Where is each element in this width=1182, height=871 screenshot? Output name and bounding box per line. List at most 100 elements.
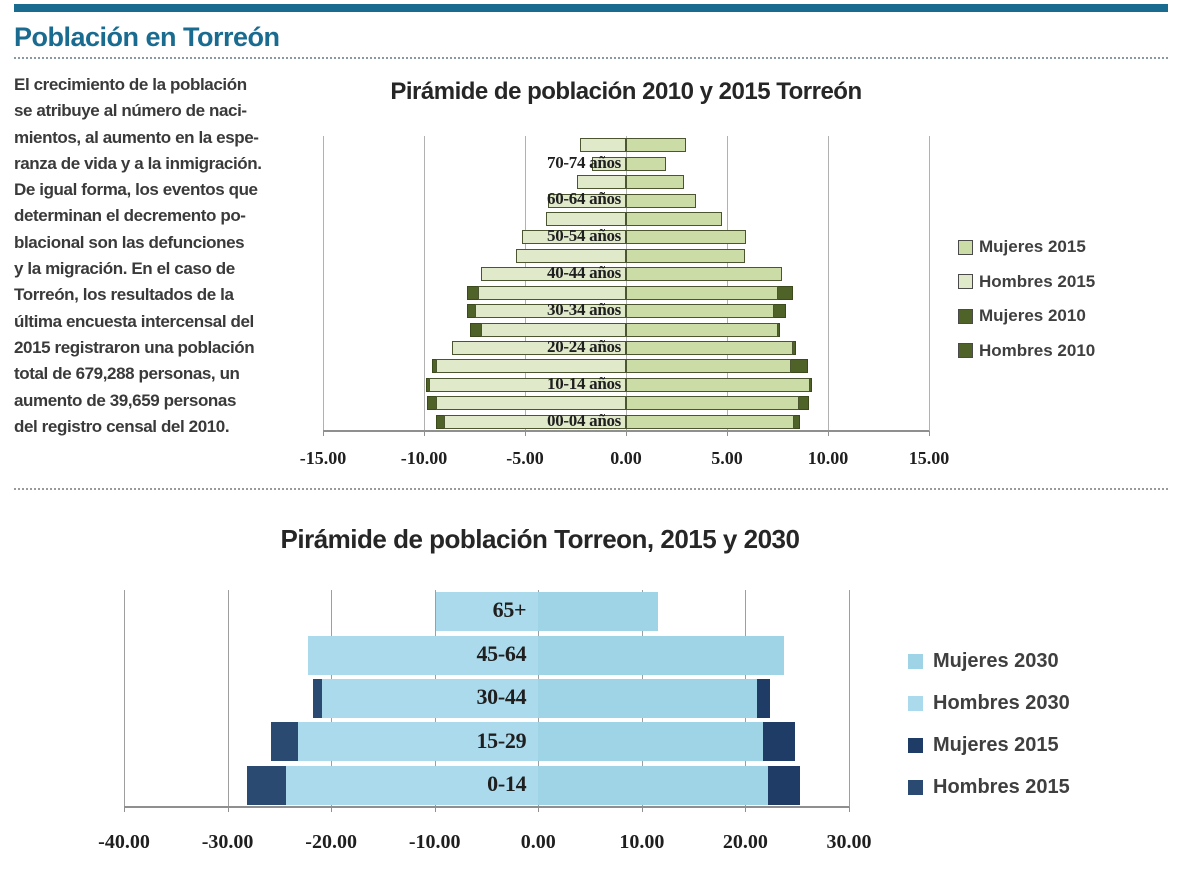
bar-hombres-2015 [576, 175, 626, 190]
legend-label: Mujeres 2030 [933, 650, 1059, 672]
bar-mujeres-2015 [626, 175, 684, 190]
bar-mujeres-2015 [626, 377, 810, 392]
legend-item: Mujeres 2010 [958, 306, 1086, 326]
age-group-label: 70-74 años [547, 152, 621, 172]
x-tick-label: -15.00 [299, 448, 347, 468]
legend-item: Hombres 2030 [908, 692, 1070, 715]
bar-hombres-2030 [308, 635, 539, 675]
x-tick-label: -40.00 [98, 831, 150, 853]
gridline [424, 136, 425, 431]
age-group-label: 20-24 años [547, 336, 621, 356]
bar-mujeres-2015 [626, 138, 686, 153]
bar-hombres-2015 [436, 359, 626, 374]
bar-mujeres-2030 [538, 722, 764, 762]
bar-hombres-2015 [474, 304, 626, 319]
legend-swatch [958, 343, 973, 358]
x-tick-label: -5.00 [506, 448, 544, 468]
x-tick-label: 10.00 [807, 448, 849, 468]
x-tick-label: -10.00 [400, 448, 448, 468]
bar-mujeres-2015 [626, 304, 775, 319]
legend-swatch [908, 696, 923, 711]
legend-label: Hombres 2015 [979, 271, 1096, 291]
bar-hombres-2015 [515, 248, 626, 263]
x-tick-label: -20.00 [305, 831, 357, 853]
axis-tick-mark [323, 431, 324, 436]
legend-swatch [958, 274, 973, 289]
axis-tick-mark [745, 807, 747, 812]
gridline [828, 136, 829, 431]
legend-item: Mujeres 2030 [908, 650, 1059, 673]
axis-tick-mark [227, 807, 229, 812]
gridline [727, 136, 728, 431]
x-tick-label: 30.00 [826, 831, 872, 853]
axis-tick-mark [641, 807, 643, 812]
bar-hombres-2015 [436, 396, 626, 411]
bar-hombres-2015 [480, 322, 626, 337]
x-tick-label: 0.00 [520, 831, 556, 853]
x-tick-label: 0.00 [610, 448, 642, 468]
bar-mujeres-2015 [626, 267, 782, 282]
gridline [323, 136, 324, 431]
axis-tick-mark [727, 431, 728, 436]
axis-tick-mark [331, 807, 333, 812]
legend-swatch [958, 239, 973, 255]
bar-hombres-2015 [477, 285, 626, 300]
bar-hombres-2015 [579, 138, 626, 153]
chart2-plot: -40.00 -30.00 -20.00 -10.00 0.00 10.00 20.00 30… [98, 590, 872, 867]
bar-hombres-2030 [285, 765, 539, 805]
age-group-label: 10-14 años [547, 373, 621, 393]
axis-tick-mark [828, 431, 829, 436]
page-title: Población en Torreón [14, 22, 280, 52]
axis-tick-mark [424, 431, 425, 436]
bar-mujeres-2015 [626, 341, 793, 356]
bar-hombres-2015 [452, 341, 626, 356]
bar-mujeres-2030 [538, 679, 757, 718]
x-tick-label: 15.00 [908, 448, 950, 468]
legend-item: Mujeres 2015 [958, 237, 1086, 257]
x-tick-label: -10.00 [408, 831, 461, 853]
chart1-title: Pirámide de población 2010 y 2015 Torreó… [390, 78, 862, 105]
bar-mujeres-2015 [626, 248, 746, 263]
bar-hombres-2015 [444, 414, 626, 429]
legend-label: Hombres 2010 [979, 340, 1096, 360]
age-group-label: 45-64 [476, 640, 527, 666]
x-tick-label: 10.00 [619, 831, 665, 853]
bar-mujeres-2015 [626, 359, 791, 374]
x-tick-label: -30.00 [201, 831, 254, 853]
legend-item: Mujeres 2015 [908, 734, 1059, 757]
bar-mujeres-2015 [626, 193, 696, 208]
bar-hombres-2030 [298, 722, 539, 762]
bar-hombres-2015 [429, 377, 626, 392]
legend-item: Hombres 2015 [908, 776, 1070, 799]
bar-hombres-2015 [591, 156, 626, 171]
chart1-plot: -15.00 -10.00 -5.00 0.00 5.00 10.00 15.00 00-04… [300, 136, 949, 491]
age-group-label: 60-64 años [547, 189, 621, 209]
age-group-label: 30-44 [476, 684, 527, 710]
gridline [849, 590, 850, 807]
bar-mujeres-2015 [626, 156, 667, 171]
gridline [626, 136, 627, 431]
x-axis [323, 430, 929, 432]
x-tick-label: 5.00 [711, 448, 743, 468]
legend-swatch [908, 654, 923, 669]
axis-tick-mark [626, 431, 627, 436]
chart2-title: Pirámide de población Torreon, 2015 y 20… [280, 524, 800, 554]
header-divider [14, 57, 1168, 59]
bar-hombres-2030 [321, 679, 539, 718]
bar-mujeres-2015 [626, 322, 778, 337]
bar-mujeres-2030 [538, 765, 769, 805]
legend-swatch [908, 738, 923, 753]
legend-label: Mujeres 2010 [979, 306, 1086, 325]
bar-hombres-2030 [435, 592, 539, 632]
bar-mujeres-2030 [538, 592, 659, 632]
legend-item: Hombres 2015 [958, 272, 1095, 292]
age-group-label: 65+ [492, 597, 527, 623]
bar-mujeres-2015 [626, 230, 747, 245]
bar-hombres-2015 [480, 267, 626, 282]
gridline [929, 136, 930, 431]
axis-tick-mark [538, 807, 540, 812]
legend-item: Hombres 2010 [958, 341, 1095, 361]
gridline [124, 590, 125, 807]
legend-label: Hombres 2030 [933, 692, 1070, 714]
